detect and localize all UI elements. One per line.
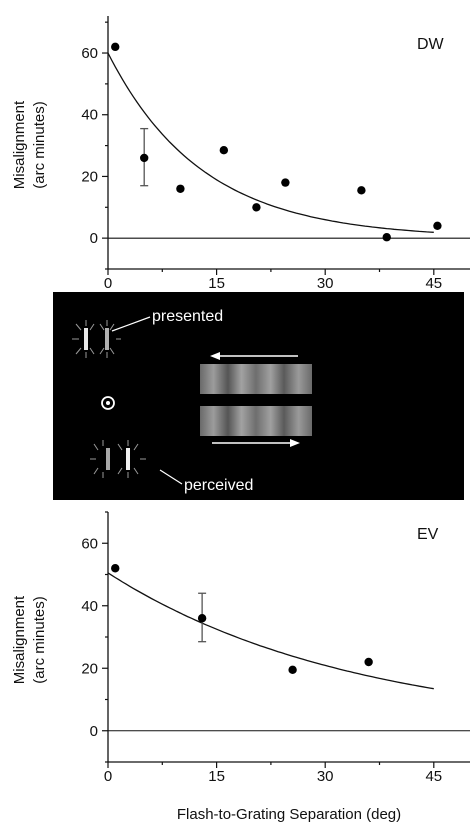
data-point <box>111 42 120 52</box>
presented-label: presented <box>152 308 223 325</box>
data-point <box>111 564 120 573</box>
panel-ev: 0 20 40 60 0 15 30 45 EV Misalignment (arc minu… <box>11 511 470 823</box>
data-point <box>176 184 185 193</box>
fit-curve <box>107 572 434 690</box>
y-tick-label: 0 <box>90 230 98 247</box>
panel-label-dw: DW <box>417 36 445 53</box>
grating-bottom-motion-arrowhead <box>290 439 300 447</box>
x-axis-title: Flash-to-Grating Separation (deg) <box>177 806 401 823</box>
x-tick-label: 45 <box>425 768 442 785</box>
x-tick-label: 30 <box>317 275 334 292</box>
tick-labels: 0 20 40 60 0 15 30 45 <box>81 535 442 785</box>
y-tick-label: 40 <box>81 107 98 124</box>
stimulus-background <box>53 292 464 500</box>
data-point <box>252 203 261 212</box>
data-point <box>382 233 391 242</box>
perceived-bar-right <box>126 448 130 470</box>
fit-curve-line <box>107 572 434 690</box>
x-tick-label: 0 <box>104 275 112 292</box>
presented-bar-right <box>105 328 109 350</box>
tick-labels: 0 20 40 60 0 15 30 45 <box>81 45 442 292</box>
data-point <box>197 614 207 623</box>
presented-pointer-line <box>111 316 151 332</box>
perceived-pointer-line <box>159 469 183 485</box>
y-tick-label: 0 <box>90 723 98 740</box>
y-tick-label: 60 <box>81 535 98 552</box>
data-point <box>357 186 366 195</box>
y-axis-title-line1: Misalignment <box>11 595 28 684</box>
axes <box>102 16 470 275</box>
perceived-bar-left <box>106 448 110 470</box>
y-tick-label: 20 <box>81 168 98 185</box>
presented-glow-rays <box>72 320 121 358</box>
y-tick-label: 40 <box>81 598 98 615</box>
fit-curve-line <box>107 52 434 233</box>
y-tick-label: 60 <box>81 45 98 62</box>
data-point <box>364 657 373 667</box>
presented-flash-bars <box>72 320 121 358</box>
perceived-label: perceived <box>184 477 253 494</box>
perceived-flash-bars <box>90 440 146 478</box>
y-axis-title-line1: Misalignment <box>11 100 28 189</box>
y-axis-title-line2: (arc minutes) <box>31 101 48 189</box>
data-point <box>433 221 442 231</box>
data-point <box>140 153 149 163</box>
data-points <box>111 42 442 242</box>
data-point <box>219 146 229 155</box>
fit-curve <box>107 52 434 233</box>
grating-top-motion-arrowhead <box>210 352 220 360</box>
x-tick-label: 15 <box>208 768 225 785</box>
axes <box>102 511 470 768</box>
data-point <box>288 665 297 675</box>
stimulus-illustration: presented perceived <box>53 292 464 500</box>
data-points <box>111 564 373 675</box>
grating-bottom <box>200 406 312 436</box>
y-tick-label: 20 <box>81 660 98 677</box>
panel-dw: 0 20 40 60 0 15 30 45 DW Misalignment (arc minu… <box>11 16 470 292</box>
panel-label-ev: EV <box>417 526 439 543</box>
x-tick-label: 15 <box>208 275 225 292</box>
grating-top <box>200 364 312 394</box>
x-tick-label: 0 <box>104 768 112 785</box>
perceived-glow-rays <box>90 440 146 478</box>
y-axis-title-line2: (arc minutes) <box>31 596 48 684</box>
data-point <box>281 178 290 187</box>
x-tick-label: 45 <box>425 275 442 292</box>
presented-bar-left <box>84 328 88 350</box>
x-tick-label: 30 <box>317 768 334 785</box>
fixation-point <box>101 396 115 410</box>
